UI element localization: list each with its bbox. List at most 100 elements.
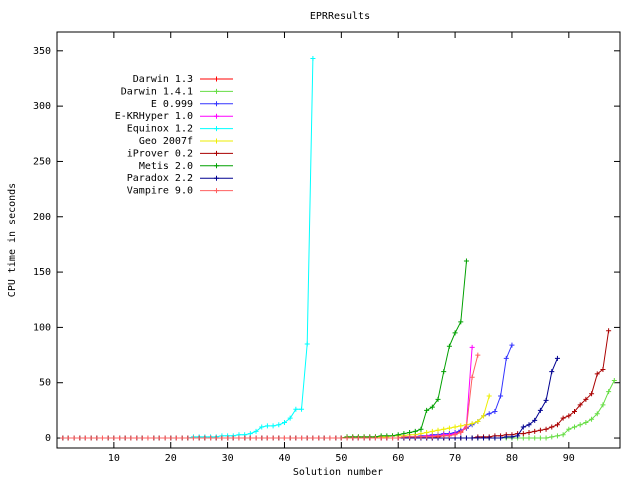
point xyxy=(509,342,515,348)
legend-marker xyxy=(214,163,219,169)
point xyxy=(99,435,105,441)
point xyxy=(117,435,123,441)
point xyxy=(486,411,492,417)
y-tick-label: 350 xyxy=(33,46,51,57)
point xyxy=(276,435,282,441)
legend-marker xyxy=(214,188,219,194)
point xyxy=(503,355,509,361)
point xyxy=(344,435,350,441)
point xyxy=(247,431,253,437)
point xyxy=(88,435,94,441)
point xyxy=(287,415,293,421)
point xyxy=(606,328,612,334)
point xyxy=(435,433,441,439)
point xyxy=(162,435,168,441)
point xyxy=(208,435,214,441)
point xyxy=(424,434,430,440)
point xyxy=(577,402,583,408)
point xyxy=(503,434,509,440)
point xyxy=(589,416,595,422)
point xyxy=(412,428,418,434)
point xyxy=(515,433,521,439)
y-tick-label: 200 xyxy=(33,212,51,223)
point xyxy=(219,435,225,441)
point xyxy=(185,435,191,441)
point xyxy=(355,435,361,441)
series-line xyxy=(62,330,610,439)
point xyxy=(264,435,270,441)
point xyxy=(463,424,469,430)
x-tick-label: 20 xyxy=(165,453,177,464)
legend-label: Darwin 1.3 xyxy=(133,74,193,85)
point xyxy=(168,435,174,441)
legend-marker xyxy=(214,113,219,119)
point xyxy=(452,424,458,430)
point xyxy=(600,366,606,372)
y-tick-label: 300 xyxy=(33,101,51,112)
point xyxy=(367,435,373,441)
point xyxy=(600,402,606,408)
point xyxy=(327,435,333,441)
point xyxy=(128,435,134,441)
legend-label: Metis 2.0 xyxy=(139,161,193,172)
legend-label: iProver 0.2 xyxy=(127,148,193,159)
legend-label: Equinox 1.2 xyxy=(127,124,193,135)
point xyxy=(321,435,327,441)
point xyxy=(560,415,566,421)
point xyxy=(424,430,430,436)
point xyxy=(196,435,202,441)
point xyxy=(230,435,236,441)
point xyxy=(395,435,401,441)
point xyxy=(418,426,424,432)
point xyxy=(259,435,265,441)
x-tick-label: 90 xyxy=(563,453,575,464)
point xyxy=(139,435,145,441)
point xyxy=(424,407,430,413)
x-tick-label: 50 xyxy=(335,453,347,464)
point xyxy=(310,435,316,441)
point xyxy=(429,404,435,410)
point xyxy=(304,435,310,441)
point xyxy=(554,355,560,361)
point xyxy=(299,406,305,412)
point xyxy=(145,435,151,441)
point xyxy=(310,56,316,62)
point xyxy=(213,435,219,441)
point xyxy=(481,413,487,419)
legend-marker xyxy=(214,150,219,156)
point xyxy=(270,423,276,429)
point xyxy=(435,396,441,402)
point xyxy=(458,319,464,325)
y-tick-label: 250 xyxy=(33,156,51,167)
point xyxy=(105,435,111,441)
point xyxy=(156,435,162,441)
point xyxy=(77,435,83,441)
point xyxy=(71,435,77,441)
point xyxy=(276,422,282,428)
legend-label: E 0.999 xyxy=(151,99,193,110)
legend-label: Darwin 1.4.1 xyxy=(121,86,193,97)
point xyxy=(202,435,208,441)
point xyxy=(333,435,339,441)
point xyxy=(111,435,117,441)
point xyxy=(486,435,492,441)
point xyxy=(361,435,367,441)
point xyxy=(594,411,600,417)
point xyxy=(458,430,464,436)
point xyxy=(543,397,549,403)
point xyxy=(134,435,140,441)
point xyxy=(463,435,469,441)
legend-label: Paradox 2.2 xyxy=(127,173,193,184)
point xyxy=(259,424,265,430)
x-tick-label: 70 xyxy=(449,453,461,464)
point xyxy=(281,420,287,426)
point xyxy=(458,435,464,441)
point xyxy=(554,422,560,428)
point xyxy=(492,408,498,414)
point xyxy=(532,428,538,434)
point xyxy=(384,435,390,441)
point xyxy=(537,435,543,441)
x-axis-label: Solution number xyxy=(293,467,383,478)
point xyxy=(589,391,595,397)
point xyxy=(509,434,515,440)
